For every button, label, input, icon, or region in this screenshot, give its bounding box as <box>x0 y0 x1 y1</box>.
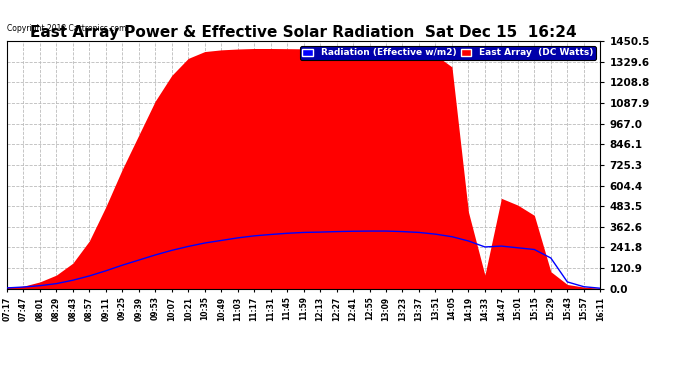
Text: Copyright 2018 Cartronics.com: Copyright 2018 Cartronics.com <box>7 24 126 33</box>
Legend: Radiation (Effective w/m2), East Array  (DC Watts): Radiation (Effective w/m2), East Array (… <box>299 46 595 60</box>
Title: East Array Power & Effective Solar Radiation  Sat Dec 15  16:24: East Array Power & Effective Solar Radia… <box>30 25 577 40</box>
